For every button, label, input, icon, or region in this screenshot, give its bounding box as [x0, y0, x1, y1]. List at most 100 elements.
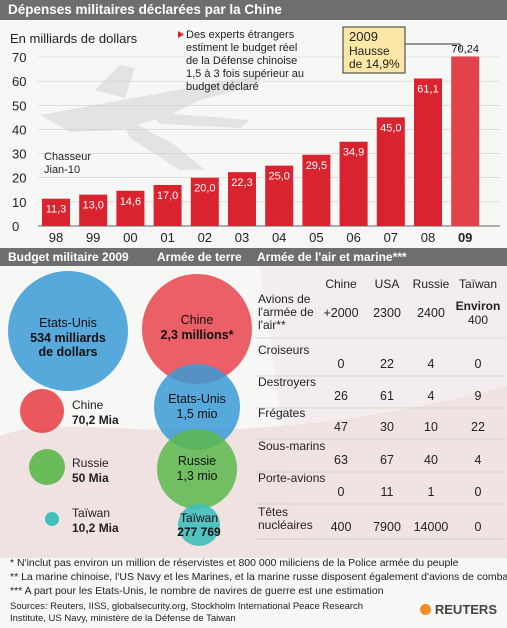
reuters-logo: REUTERS: [419, 602, 497, 617]
bar-value-label: 20,0: [194, 183, 215, 195]
table-cell: 63: [334, 453, 348, 467]
bar-value-label: 22,3: [231, 177, 252, 189]
page-title: Dépenses militaires déclarées par la Chi…: [0, 0, 507, 20]
sources-line-1: Sources: Reuters, IISS, globalsecurity.o…: [10, 601, 364, 612]
svg-text:Hausse: Hausse: [349, 44, 390, 58]
bar-value-label: 45,0: [380, 122, 401, 134]
svg-text:534 milliards: 534 milliards: [30, 331, 106, 345]
y-axis-label: En milliards de dollars: [10, 31, 138, 46]
bubble-budget-china: [20, 389, 64, 433]
svg-text:estiment le budget réel: estiment le budget réel: [186, 42, 297, 54]
budget-header: Budget militaire 2009: [8, 250, 129, 264]
table-cell: 67: [380, 453, 394, 467]
table-row-label: l'air**: [258, 318, 286, 332]
table-cell: 10: [424, 420, 438, 434]
table-column-header: Russie: [413, 277, 450, 291]
table-cell: 4: [475, 453, 482, 467]
svg-text:de la Défense chinoise: de la Défense chinoise: [186, 55, 297, 67]
bar-value-label: 34,9: [343, 147, 364, 159]
table-row-label: Croiseurs: [258, 343, 309, 357]
svg-text:de dollars: de dollars: [38, 345, 97, 359]
table-cell: 7900: [373, 520, 401, 534]
table-cell: 400: [468, 313, 488, 327]
svg-text:de 14,9%: de 14,9%: [349, 57, 400, 71]
svg-text:277 769: 277 769: [177, 525, 221, 539]
reuters-dot-icon: [419, 604, 431, 615]
table-cell: 47: [334, 420, 348, 434]
experts-note: Des experts étrangers estiment le budget…: [178, 29, 304, 93]
table-row-label: l'armée de: [258, 305, 314, 319]
svg-text:10,2 Mia: 10,2 Mia: [72, 521, 119, 535]
section-header: Budget militaire 2009 Armée de terre Arm…: [0, 248, 507, 266]
bar: [116, 190, 145, 226]
table-cell: +2000: [323, 306, 358, 320]
svg-text:Etats-Unis: Etats-Unis: [39, 316, 97, 330]
svg-text:Des experts étrangers: Des experts étrangers: [186, 29, 295, 41]
x-tick-label: 09: [458, 230, 472, 245]
table-column-header: Chine: [325, 277, 357, 291]
table-cell: 0: [475, 520, 482, 534]
x-tick-label: 01: [160, 230, 174, 245]
table-cell: 22: [471, 420, 485, 434]
bubble-budget-russia: [29, 449, 65, 485]
table-cell: 1: [428, 485, 435, 499]
table-row-label: Frégates: [258, 406, 305, 420]
callout-2009: 2009 Hausse de 14,9%: [342, 26, 461, 74]
table-row-label: Avions de: [258, 292, 311, 306]
jet-label: Chasseur Jian-10: [44, 151, 94, 176]
bar: [265, 165, 294, 226]
x-tick-label: 08: [421, 230, 435, 245]
y-tick-label: 40: [12, 122, 26, 137]
x-tick-label: 04: [272, 230, 286, 245]
bar: [376, 117, 405, 226]
table-cell: 11: [381, 485, 394, 499]
svg-text:50 Mia: 50 Mia: [72, 471, 109, 485]
y-tick-label: 10: [12, 195, 26, 210]
svg-text:1,5 à 3 fois supérieur au: 1,5 à 3 fois supérieur au: [186, 68, 304, 80]
table-cell: 0: [338, 485, 345, 499]
table-column-header: USA: [375, 277, 400, 291]
army-header: Armée de terre: [157, 250, 242, 264]
bar-value-label: 70,24: [451, 43, 479, 55]
table-cell: 61: [380, 389, 394, 403]
bar: [339, 141, 368, 226]
svg-text:Etats-Unis: Etats-Unis: [168, 392, 226, 406]
bubble-budget-taiwan: [45, 512, 59, 526]
forces-table: Chine USA Russie Taïwan Avions del'armée del…: [255, 277, 505, 540]
table-cell: 0: [338, 357, 345, 371]
table-cell: 2400: [417, 306, 445, 320]
jet-illustration: [40, 65, 265, 170]
table-row-label: Sous-marins: [258, 439, 325, 453]
table-cell: 4: [428, 357, 435, 371]
footnote-1: * N'inclut pas environ un million de rés…: [10, 557, 459, 569]
table-cell: 14000: [414, 520, 449, 534]
y-tick-label: 50: [12, 98, 26, 113]
bar-chart: En milliards de dollars 010203040506070 …: [10, 26, 500, 245]
x-tick-label: 07: [384, 230, 398, 245]
bar-value-label: 17,0: [157, 190, 178, 202]
budget-bubbles: Etats-Unis 534 milliards de dollars Chin…: [8, 271, 128, 535]
svg-text:70,2 Mia: 70,2 Mia: [72, 413, 119, 427]
bar-value-label: 14,6: [120, 196, 141, 208]
footnote-3: *** A part pour les Etats-Unis, le nombr…: [10, 585, 384, 597]
svg-text:Russie: Russie: [72, 456, 109, 470]
x-tick-label: 99: [86, 230, 100, 245]
svg-text:Russie: Russie: [178, 454, 216, 468]
svg-text:1,5 mio: 1,5 mio: [177, 407, 218, 421]
bubbles-and-table: Etats-Unis 534 milliards de dollars Chin…: [0, 266, 507, 558]
x-tick-label: 03: [235, 230, 249, 245]
table-cell: Environ: [456, 299, 501, 313]
bar-value-label: 61,1: [417, 83, 438, 95]
bar-value-label: 13,0: [82, 200, 103, 212]
x-tick-label: 98: [49, 230, 63, 245]
table-row-label: Têtes: [258, 505, 288, 519]
svg-text:Taïwan: Taïwan: [72, 506, 110, 520]
table-cell: 400: [331, 520, 352, 534]
bar: [79, 194, 108, 226]
table-cell: 4: [428, 389, 435, 403]
bar: [414, 78, 442, 226]
table-cell: 22: [380, 357, 394, 371]
y-tick-label: 30: [12, 147, 26, 162]
army-bubbles: Chine 2,3 millions* Etats-Unis 1,5 mio R…: [142, 274, 252, 546]
